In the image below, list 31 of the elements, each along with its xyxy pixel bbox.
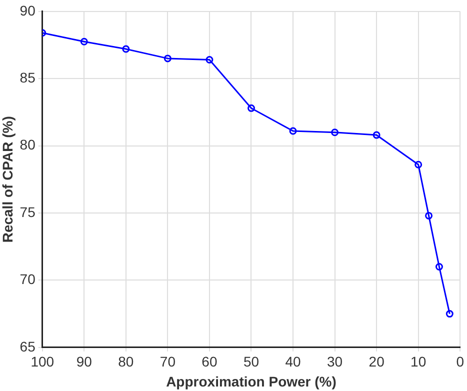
y-tick-label: 80 xyxy=(20,136,36,153)
y-tick-label: 75 xyxy=(20,204,36,220)
point xyxy=(372,131,380,139)
point xyxy=(435,263,443,271)
x-tick-label: 50 xyxy=(243,354,260,370)
point xyxy=(206,56,214,64)
x-tick-label: 90 xyxy=(76,354,92,370)
y-axis-title: Recall of CPAR (%) xyxy=(0,116,16,243)
y-tick-label: 65 xyxy=(20,338,36,354)
x-tick-label: 60 xyxy=(202,354,218,370)
x-tick-label: 70 xyxy=(160,354,176,370)
x-tick-label: 30 xyxy=(326,354,343,370)
x-tick-label: 80 xyxy=(118,354,134,370)
y-tick-label: 85 xyxy=(20,69,36,86)
point xyxy=(425,212,433,220)
point xyxy=(80,38,88,46)
point xyxy=(414,160,422,168)
x-tick-label: 20 xyxy=(368,354,385,370)
x-axis-title: Approximation Power (%) xyxy=(166,373,336,390)
x-tick-label: 100 xyxy=(30,354,54,370)
point xyxy=(164,54,172,62)
point xyxy=(446,310,454,318)
y-tick-label: 90 xyxy=(20,2,36,18)
point xyxy=(331,128,339,136)
x-tick-label: 40 xyxy=(285,354,302,370)
x-tick-label: 10 xyxy=(410,354,426,370)
y-tick-label: 70 xyxy=(20,271,36,288)
x-tick-label: 0 xyxy=(456,354,464,370)
point xyxy=(247,104,255,112)
point xyxy=(122,45,130,53)
point xyxy=(289,127,297,135)
